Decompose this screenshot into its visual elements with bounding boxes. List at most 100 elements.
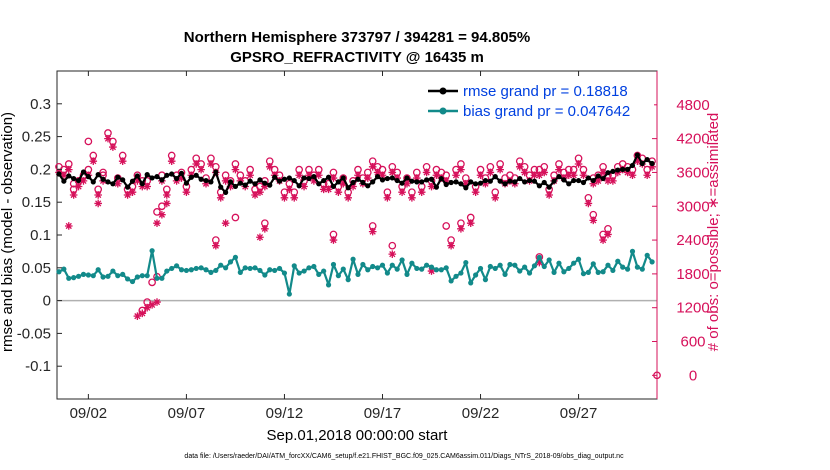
bias-point xyxy=(325,282,332,288)
obs-assimilated-marker xyxy=(388,250,397,258)
left-y-tick-label: 0.1 xyxy=(30,227,51,244)
bias-point xyxy=(468,280,474,286)
bias-point xyxy=(247,265,253,272)
obs-assimilated-marker xyxy=(123,191,132,199)
bias-point xyxy=(252,265,258,271)
bias-point xyxy=(80,271,87,277)
bias-point xyxy=(590,261,596,267)
left-y-tick-label: 0.2 xyxy=(30,161,51,178)
right-y-tick-label: 3000 xyxy=(676,198,709,215)
bias-point xyxy=(100,274,106,280)
rmse-point xyxy=(620,166,626,172)
obs-assimilated-marker xyxy=(515,163,524,171)
bias-point xyxy=(120,271,126,277)
rmse-point xyxy=(541,179,547,186)
legend-bias-label: bias grand pr = 0.047642 xyxy=(463,103,630,120)
obs-assimilated-marker xyxy=(226,182,235,191)
bias-point xyxy=(330,261,337,268)
rmse-point xyxy=(556,174,562,180)
bias-point xyxy=(639,266,645,272)
obs-assimilated-marker xyxy=(383,194,392,202)
obs-assimilated-marker xyxy=(408,194,416,202)
rmse-point xyxy=(296,183,302,189)
rmse-point xyxy=(536,183,542,189)
bias-point xyxy=(497,262,503,268)
bias-point xyxy=(463,259,469,266)
obs-assimilated-marker xyxy=(398,188,406,196)
rmse-point xyxy=(374,174,381,180)
obs-assimilated-marker xyxy=(74,182,83,191)
bias-point xyxy=(198,265,204,271)
obs-possible-marker xyxy=(148,278,156,287)
obs-assimilated-marker xyxy=(599,236,607,244)
obs-assimilated-marker xyxy=(628,171,637,180)
rmse-point xyxy=(154,174,160,180)
rmse-point xyxy=(585,175,591,181)
bias-point xyxy=(531,263,538,269)
bias-point xyxy=(71,275,77,281)
obs-possible-marker xyxy=(388,241,397,250)
bias-point xyxy=(213,267,219,274)
rmse-point xyxy=(345,185,351,191)
rmse-point xyxy=(237,180,243,186)
bias-point xyxy=(149,248,155,254)
rmse-point xyxy=(316,181,322,187)
rmse-point xyxy=(546,184,552,190)
obs-assimilated-marker xyxy=(329,236,338,244)
rmse-point xyxy=(443,181,449,188)
obs-assimilated-marker xyxy=(118,157,127,165)
obs-assimilated-marker xyxy=(143,182,151,191)
obs-assimilated-marker xyxy=(138,182,147,191)
bias-point xyxy=(512,262,518,268)
rmse-point xyxy=(267,182,273,188)
rmse-point xyxy=(90,179,96,185)
bias-point xyxy=(399,257,405,263)
obs-assimilated-marker xyxy=(256,233,264,242)
bias-point xyxy=(374,265,381,271)
obs-assimilated-marker xyxy=(197,165,205,174)
obs-assimilated-marker xyxy=(589,216,598,225)
obs-possible-marker xyxy=(84,137,93,146)
obs-assimilated-marker xyxy=(265,163,274,171)
bias-point xyxy=(134,274,140,280)
rmse-point xyxy=(129,178,136,184)
bias-point xyxy=(473,272,479,278)
rmse-point xyxy=(350,179,356,186)
obs-assimilated-marker xyxy=(153,298,161,306)
obs-assimilated-marker xyxy=(363,174,372,182)
bias-point xyxy=(379,262,386,268)
bias-point xyxy=(443,265,449,271)
rmse-point xyxy=(384,175,390,182)
rmse-point xyxy=(198,176,204,182)
rmse-point xyxy=(124,184,131,190)
bias-point xyxy=(624,266,631,272)
bias-point xyxy=(453,273,459,279)
rmse-point xyxy=(414,179,420,185)
bias-point xyxy=(644,252,650,258)
rmse-point xyxy=(247,178,253,184)
bias-point xyxy=(541,263,547,270)
rmse-point xyxy=(203,177,209,184)
bias-point xyxy=(311,263,317,270)
obs-assimilated-marker xyxy=(221,219,230,227)
rmse-point xyxy=(301,175,307,181)
rmse-point xyxy=(526,177,533,184)
bias-point xyxy=(321,268,327,274)
bias-point xyxy=(262,272,268,278)
rmse-point xyxy=(242,182,248,188)
rmse-point xyxy=(105,179,111,185)
legend: rmse grand pr = 0.18818 bias grand pr = … xyxy=(420,76,654,124)
obs-assimilated-marker xyxy=(324,185,333,194)
bias-point xyxy=(174,263,180,269)
rmse-point xyxy=(561,177,567,183)
rmse-point xyxy=(169,171,175,177)
obs-assimilated-marker xyxy=(261,182,269,191)
bias-point xyxy=(615,258,621,264)
obs-assimilated-marker xyxy=(163,191,171,199)
obs-assimilated-marker xyxy=(231,165,240,174)
bias-point xyxy=(301,268,307,274)
bias-point xyxy=(129,278,136,285)
rmse-point xyxy=(134,173,140,179)
obs-assimilated-marker xyxy=(422,168,431,177)
bias-point xyxy=(448,278,454,284)
